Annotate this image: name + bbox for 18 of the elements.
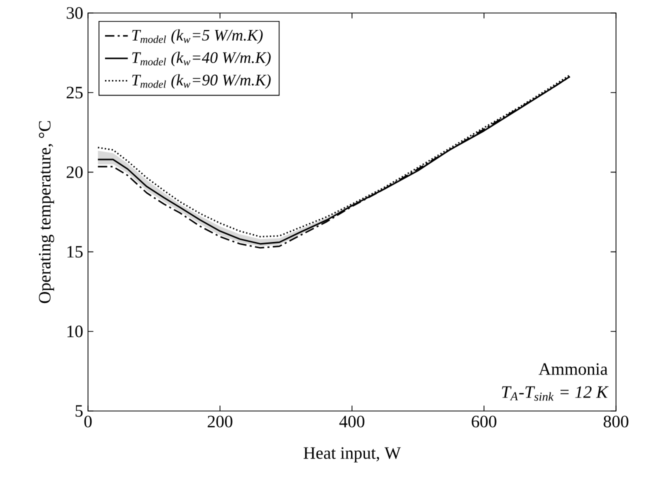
y-tick-label: 10 [67,326,83,338]
legend-label: T$_{model}$ (k$_{w}$=90 W/m.K) [132,74,271,89]
x-axis-title: Heat input, W [304,447,401,462]
annotation: T$_{A}$-T$_{sink}$ = 12 K [502,386,609,401]
y-tick-label: 20 [66,166,83,178]
x-tick-label: 0 [84,416,92,428]
y-axis-title: Operating temperature, °C [38,121,54,304]
x-tick-label: 800 [604,416,628,428]
y-tick-label: 5 [76,405,83,417]
x-tick-label: 200 [208,416,232,428]
y-tick-label: 25 [66,86,83,98]
x-tick-label: 600 [472,416,496,428]
annotation: Ammonia [538,363,608,375]
y-tick-label: 30 [66,7,83,19]
x-tick-label: 400 [339,416,364,428]
legend-label: T$_{model}$ (k$_{w}$=40 W/m.K) [132,52,271,66]
legend-label: T$_{model}$ (k$_{w}$=5 W/m.K) [132,29,263,44]
y-tick-label: 15 [67,246,83,258]
